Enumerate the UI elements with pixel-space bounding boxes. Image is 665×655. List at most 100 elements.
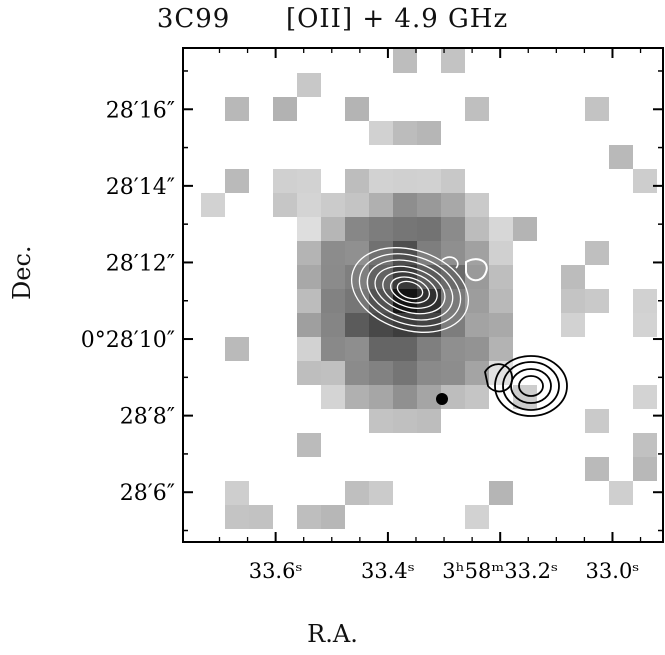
oii-pixel: [561, 289, 585, 313]
oii-pixel: [369, 121, 393, 145]
oii-pixel: [417, 265, 441, 289]
y-tick-label: 28′16″: [106, 98, 175, 123]
oii-pixel: [321, 505, 345, 529]
oii-pixel: [465, 337, 489, 361]
oii-pixel: [609, 481, 633, 505]
y-tick-label: 28′12″: [106, 251, 175, 276]
x-tick-label: 3ʰ58ᵐ33.2ˢ: [442, 559, 558, 583]
oii-pixel: [393, 169, 417, 193]
oii-pixel: [417, 217, 441, 241]
oii-pixel: [297, 505, 321, 529]
oii-pixel: [249, 505, 273, 529]
y-tick-label: 28′14″: [106, 175, 175, 200]
radio-contour-knot: [465, 258, 488, 282]
y-tick-label: 28′6″: [120, 481, 175, 506]
oii-pixel: [561, 265, 585, 289]
oii-pixel: [321, 265, 345, 289]
oii-pixel: [345, 217, 369, 241]
y-axis-ticks: 28′16″ 28′14″ 28′12″ 0°28′10″ 28′8″ 28′6″: [81, 70, 663, 532]
oii-pixel: [441, 193, 465, 217]
oii-pixel: [441, 49, 465, 73]
oii-pixel: [321, 193, 345, 217]
oii-pixel: [417, 169, 441, 193]
x-tick-label: 33.0ˢ: [586, 559, 640, 583]
oii-pixel: [321, 337, 345, 361]
oii-pixel: [225, 169, 249, 193]
oii-pixel: [345, 313, 369, 337]
oii-pixel: [297, 289, 321, 313]
oii-pixel: [441, 217, 465, 241]
oii-pixel: [489, 265, 513, 289]
oii-pixel: [393, 409, 417, 433]
x-tick-label: 33.6ˢ: [249, 559, 303, 583]
oii-pixel: [585, 289, 609, 313]
y-tick-label: 28′8″: [120, 405, 175, 430]
radio-contour-core: [389, 276, 431, 304]
oii-pixel: [345, 361, 369, 385]
oii-pixel: [465, 217, 489, 241]
oii-pixel: [297, 265, 321, 289]
title-source: 3C99: [156, 4, 231, 34]
oii-pixel: [393, 217, 417, 241]
oii-pixel: [393, 193, 417, 217]
oii-pixel: [465, 385, 489, 409]
nucleus-marker: [436, 393, 448, 405]
oii-pixel: [465, 313, 489, 337]
radio-contour-hotspot: [502, 361, 560, 411]
oii-pixel: [201, 193, 225, 217]
oii-pixel: [393, 49, 417, 73]
oii-pixel: [297, 433, 321, 457]
oii-pixel: [321, 217, 345, 241]
radio-contour-core: [358, 253, 462, 327]
oii-pixel: [345, 265, 369, 289]
oii-pixel: [393, 337, 417, 361]
oii-pixel: [345, 97, 369, 121]
radio-contour-core: [366, 259, 454, 321]
oii-pixel: [465, 505, 489, 529]
oii-pixel: [297, 73, 321, 97]
title-band: [OII] + 4.9 GHz: [285, 4, 509, 34]
oii-pixel: [321, 385, 345, 409]
oii-pixel: [633, 313, 657, 337]
x-tick-label: 33.4ˢ: [361, 559, 415, 583]
oii-pixel: [321, 241, 345, 265]
oii-pixel: [585, 97, 609, 121]
radio-contour-hotspot: [518, 375, 544, 397]
oii-pixel: [393, 361, 417, 385]
oii-pixel: [585, 457, 609, 481]
oii-pixel: [633, 457, 657, 481]
oii-pixel: [513, 217, 537, 241]
radio-contours: [350, 247, 568, 417]
oii-pixel: [585, 409, 609, 433]
oii-pixel: [417, 337, 441, 361]
oii-pixel: [369, 289, 393, 313]
oii-pixel: [633, 289, 657, 313]
oii-pixel: [345, 481, 369, 505]
oii-pixel: [633, 433, 657, 457]
oii-pixel: [633, 385, 657, 409]
oii-pixel: [369, 361, 393, 385]
oii-pixel: [633, 169, 657, 193]
radio-contour-hotspot: [484, 363, 513, 393]
oii-pixel: [321, 289, 345, 313]
oii-pixel: [489, 337, 513, 361]
oii-pixel: [345, 337, 369, 361]
oii-pixel: [609, 145, 633, 169]
oii-pixel: [369, 481, 393, 505]
oii-pixel: [489, 481, 513, 505]
oii-pixel: [417, 361, 441, 385]
oii-pixel: [225, 97, 249, 121]
figure-title: 3C99 [OII] + 4.9 GHz: [0, 4, 665, 34]
oii-pixel: [225, 337, 249, 361]
oii-pixel: [297, 337, 321, 361]
oii-pixel: [345, 169, 369, 193]
oii-pixel: [297, 193, 321, 217]
oii-pixel: [489, 289, 513, 313]
oii-pixel: [561, 313, 585, 337]
oii-pixel: [369, 385, 393, 409]
oii-pixel: [273, 193, 297, 217]
oii-pixel: [273, 169, 297, 193]
oii-pixel: [441, 169, 465, 193]
oii-pixel: [417, 193, 441, 217]
oii-pixel: [369, 169, 393, 193]
